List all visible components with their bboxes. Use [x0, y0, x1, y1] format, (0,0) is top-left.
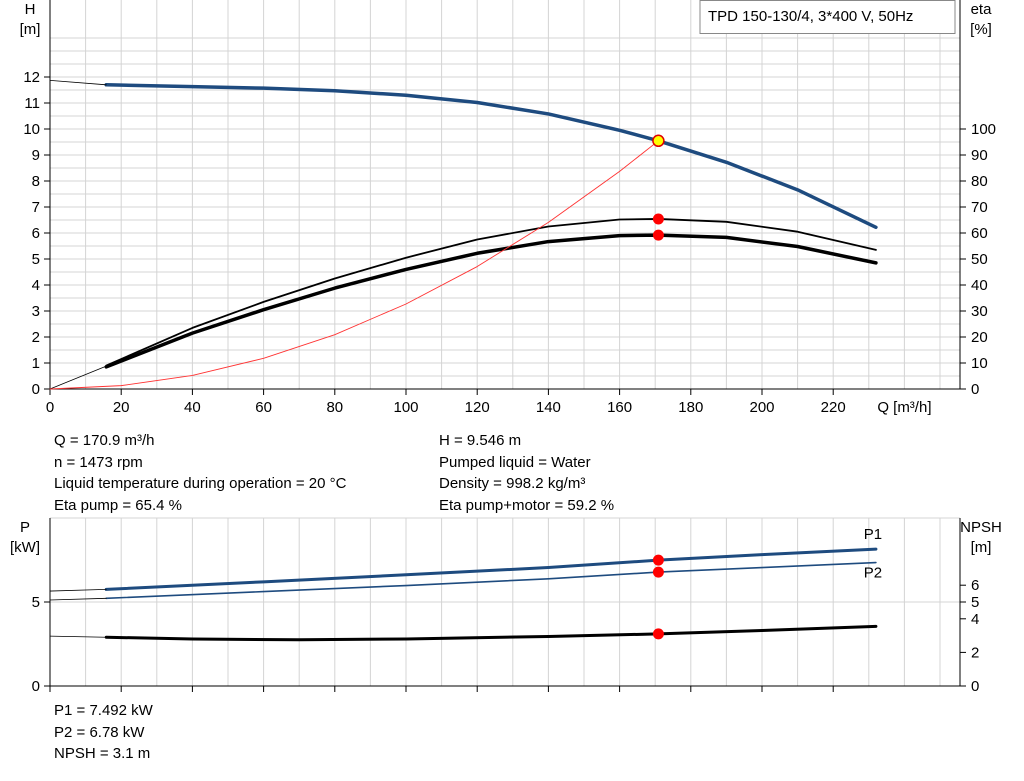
y2-tick-label: 6: [971, 577, 979, 594]
flow-rate-value: Q = 170.9 m³/h: [54, 432, 155, 449]
y2-tick-label: 80: [971, 173, 988, 190]
y2-tick-label: 60: [971, 225, 988, 242]
y2-tick-label: 90: [971, 147, 988, 164]
y-tick-label: 2: [32, 329, 40, 346]
y2-tick-label: 70: [971, 199, 988, 216]
series-eta-extension: [49, 365, 107, 390]
x-tick-label: 180: [678, 399, 703, 416]
x-tick-label: 120: [465, 399, 490, 416]
density-value: Density = 998.2 kg/m³: [439, 475, 586, 492]
x-tick-label: 60: [255, 399, 272, 416]
y-tick-label: 8: [32, 173, 40, 190]
operating-point-marker: [652, 554, 664, 566]
y2-tick-label: 5: [971, 594, 979, 611]
y-tick-label: 4: [32, 277, 40, 294]
y2-tick-label: 40: [971, 277, 988, 294]
y2-tick-label: 10: [971, 355, 988, 372]
y-tick-label: 0: [32, 678, 40, 695]
x-tick-label: 100: [393, 399, 418, 416]
p1-value: P1 = 7.492 kW: [54, 702, 153, 719]
head-value: H = 9.546 m: [439, 432, 522, 449]
x-tick-label: 0: [46, 399, 54, 416]
operating-point-marker: [652, 134, 665, 148]
x-tick-label: 160: [607, 399, 632, 416]
eta-pump-motor-value: Eta pump+motor = 59.2 %: [439, 496, 615, 514]
p2-value: P2 = 6.78 kW: [54, 723, 145, 741]
x-tick-label: 80: [326, 399, 343, 416]
y-tick-label: 12: [23, 69, 40, 86]
x-tick-label: 220: [821, 399, 846, 416]
chart-2: [44, 517, 966, 692]
y2-tick-label: 50: [971, 251, 988, 268]
y-axis-label: H: [25, 1, 36, 18]
operating-point-marker: [652, 213, 664, 225]
y2-tick-label: 20: [971, 329, 988, 346]
series-eta-pump-motor: [104, 233, 878, 369]
y-tick-label: 5: [32, 251, 40, 268]
y2-axis-label: [%]: [970, 21, 992, 38]
operating-point-marker: [652, 566, 664, 578]
y2-tick-label: 30: [971, 303, 988, 320]
y2-tick-label: 0: [971, 381, 979, 398]
x-tick-label: 40: [184, 399, 201, 416]
series-npsh: [104, 624, 878, 642]
y-tick-label: 5: [32, 594, 40, 611]
operating-point-marker: [652, 229, 664, 241]
npsh-value: NPSH = 3.1 m: [54, 745, 151, 762]
y2-axis-label: eta: [971, 1, 993, 18]
duty-point-right-info: H = 9.546 m Pumped liquid = Water Densit…: [439, 430, 614, 516]
x-tick-label: 20: [113, 399, 130, 416]
y2-tick-label: 100: [971, 121, 996, 138]
y-tick-label: 1: [32, 355, 40, 372]
y-axis-label: [m]: [20, 21, 41, 38]
chart-title: TPD 150-130/4, 3*400 V, 50Hz: [708, 8, 913, 25]
x-tick-label: 200: [749, 399, 774, 416]
operating-point-marker: [652, 628, 664, 640]
series-p2: [105, 561, 877, 600]
y-tick-label: 11: [24, 95, 40, 112]
y-axis-label: [kW]: [10, 539, 40, 556]
eta-pump-value: Eta pump = 65.4 %: [54, 496, 182, 514]
x-tick-label: 140: [536, 399, 561, 416]
duty-point-left-info: Q = 170.9 m³/h n = 1473 rpm Liquid tempe…: [54, 430, 346, 516]
power-info: P1 = 7.492 kW P2 = 6.78 kW NPSH = 3.1 m: [54, 700, 153, 765]
speed-value: n = 1473 rpm: [54, 453, 143, 471]
y2-tick-label: 0: [971, 678, 979, 695]
y-tick-label: 0: [32, 381, 40, 398]
y-tick-label: 6: [32, 225, 40, 242]
x-axis-label: Q [m³/h]: [877, 399, 931, 416]
title-box: [699, 0, 956, 34]
series-head-extension: [49, 79, 107, 86]
pumped-liquid-value: Pumped liquid = Water: [439, 453, 591, 471]
y2-axis-label: [m]: [971, 539, 992, 556]
y2-tick-label: 2: [971, 644, 979, 661]
y-tick-label: 3: [32, 303, 40, 320]
y2-tick-label: 4: [971, 611, 979, 628]
series-system-curve: [49, 140, 659, 390]
series-npsh-extension: [49, 635, 107, 638]
series-eta-pump: [105, 218, 877, 367]
series-p1: [104, 547, 878, 591]
legend-p1: P1: [864, 526, 882, 543]
chart-1: [44, 0, 966, 395]
liquid-temperature-value: Liquid temperature during operation = 20…: [54, 475, 347, 492]
legend-p2: P2: [864, 565, 882, 582]
y-axis-label: P: [20, 519, 30, 536]
series-head: [104, 83, 878, 230]
series-p1-extension: [49, 589, 107, 592]
y-tick-label: 9: [32, 147, 40, 164]
y-tick-label: 7: [32, 199, 40, 216]
series-p2-extension: [49, 597, 107, 601]
y2-axis-label: NPSH: [960, 519, 1002, 536]
y-tick-label: 10: [23, 121, 40, 138]
